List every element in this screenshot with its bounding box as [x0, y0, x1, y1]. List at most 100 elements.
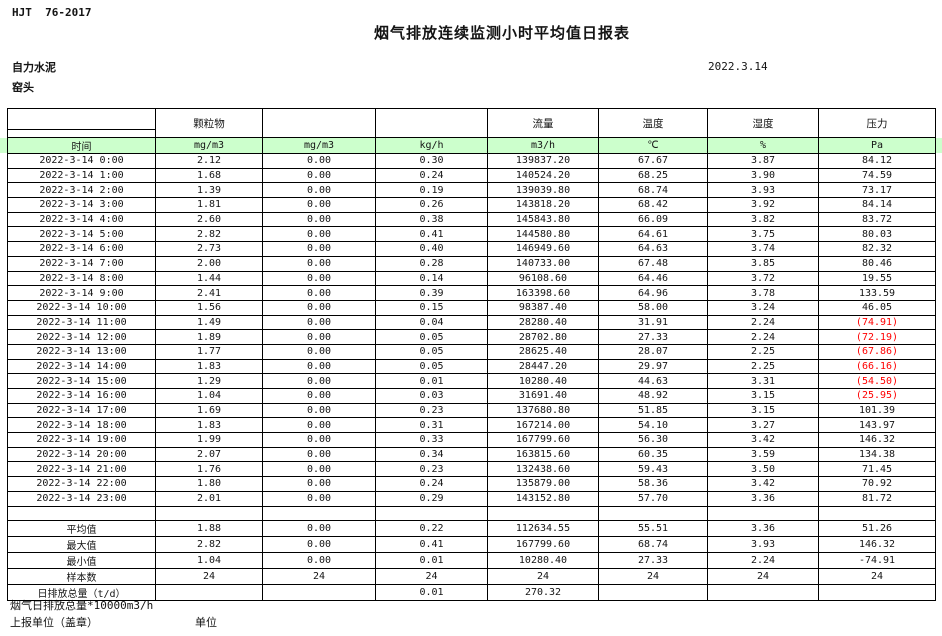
kgh-cell: 0.38	[375, 211, 488, 228]
col-header-blank-2	[375, 108, 488, 138]
kgh-cell: 0.03	[375, 388, 488, 404]
humidity-cell: 2.24	[707, 329, 819, 345]
pressure-cell: 101.39	[818, 402, 936, 419]
temperature-cell: 60.35	[598, 446, 708, 463]
header-blank-bottom	[7, 129, 156, 138]
table-row: 2022-3-14 18:00 1.83 0.00 0.31 167214.00…	[7, 417, 936, 434]
temperature-cell: 68.74	[598, 182, 708, 199]
flow-cell: 145843.80	[487, 211, 599, 228]
unit-pa: Pa	[818, 137, 936, 154]
pm-cell: 1.83	[155, 417, 263, 434]
pm2-cell: 0.00	[262, 270, 376, 287]
humidity-cell: 3.78	[707, 285, 819, 301]
pm2-cell: 0.00	[262, 373, 376, 389]
temperature-cell: 59.43	[598, 461, 708, 478]
pm-cell: 1.56	[155, 299, 263, 316]
temperature-cell: 57.70	[598, 490, 708, 507]
kgh-cell: 0.24	[375, 476, 488, 492]
pm2-cell: 0.00	[262, 314, 376, 331]
pressure-cell: 80.46	[818, 255, 936, 272]
table-row: 2022-3-14 14:00 1.83 0.00 0.05 28447.20 …	[7, 358, 936, 375]
humidity-cell: 3.15	[707, 402, 819, 419]
temperature-cell: 67.48	[598, 255, 708, 272]
time-cell: 2022-3-14 15:00	[7, 373, 156, 389]
pm2-cell: 0.00	[262, 329, 376, 345]
pm-cell: 2.01	[155, 490, 263, 507]
pm-cell: 1.49	[155, 314, 263, 331]
pm-cell: 1.69	[155, 402, 263, 419]
table-row: 2022-3-14 16:00 1.04 0.00 0.03 31691.40 …	[7, 388, 936, 404]
pressure-cell: 46.05	[818, 299, 936, 316]
unit-label: 单位	[195, 616, 217, 629]
temperature-cell: 29.97	[598, 358, 708, 375]
kgh-cell: 0.05	[375, 343, 488, 360]
humidity-cell: 3.85	[707, 255, 819, 272]
pm-cell: 1.29	[155, 373, 263, 389]
pm-cell: 1.04	[155, 388, 263, 404]
temperature-cell: 66.09	[598, 211, 708, 228]
pm2-cell: 0.00	[262, 388, 376, 404]
table-row: 2022-3-14 19:00 1.99 0.00 0.33 167799.60…	[7, 432, 936, 448]
kgh-cell: 0.04	[375, 314, 488, 331]
flow-cell: 31691.40	[487, 388, 599, 404]
temperature-cell: 27.33	[598, 329, 708, 345]
pressure-cell: 83.72	[818, 211, 936, 228]
humidity-cell: 3.90	[707, 167, 819, 184]
kgh-cell: 0.39	[375, 285, 488, 301]
flow-cell: 139837.20	[487, 153, 599, 169]
flow-cell: 167799.60	[487, 432, 599, 448]
kgh-cell: 0.23	[375, 461, 488, 478]
pressure-cell: 74.59	[818, 167, 936, 184]
total-emission-note: 烟气日排放总量*10000m3/h	[10, 599, 154, 612]
pm2-cell: 0.00	[262, 461, 376, 478]
table-row: 2022-3-14 20:00 2.07 0.00 0.34 163815.60…	[7, 446, 936, 463]
pm2-cell: 0.00	[262, 446, 376, 463]
pressure-cell: 84.12	[818, 153, 936, 169]
pm2-cell: 0.00	[262, 255, 376, 272]
flow-cell: 28625.40	[487, 343, 599, 360]
pm2-cell: 0.00	[262, 167, 376, 184]
unit-m3-h: m3/h	[487, 137, 599, 154]
time-cell: 2022-3-14 17:00	[7, 402, 156, 419]
time-cell: 2022-3-14 3:00	[7, 197, 156, 213]
kgh-cell: 0.33	[375, 432, 488, 448]
flow-cell: 28280.40	[487, 314, 599, 331]
time-cell: 2022-3-14 18:00	[7, 417, 156, 434]
table-row: 2022-3-14 1:00 1.68 0.00 0.24 140524.20 …	[7, 167, 936, 184]
summary-label: 最小值	[7, 551, 156, 569]
pm-cell: 2.41	[155, 285, 263, 301]
reporting-unit-label: 上报单位（盖章）	[10, 616, 98, 629]
kgh-cell: 0.41	[375, 226, 488, 243]
pressure-cell: (25.95)	[818, 388, 936, 404]
table-row: 2022-3-14 5:00 2.82 0.00 0.41 144580.80 …	[7, 226, 936, 243]
pm-cell: 1.80	[155, 476, 263, 492]
pm-cell: 1.68	[155, 167, 263, 184]
report-table: 颗粒物 流量 温度 湿度 压力 时间 mg/m3 mg/m3 kg/h m3/h…	[7, 108, 936, 601]
table-row: 2022-3-14 3:00 1.81 0.00 0.26 143818.20 …	[7, 197, 936, 213]
table-row: 2022-3-14 6:00 2.73 0.00 0.40 146949.60 …	[7, 241, 936, 257]
time-header: 时间	[7, 137, 156, 154]
flow-cell: 163398.60	[487, 285, 599, 301]
flow-cell: 146949.60	[487, 241, 599, 257]
flow-cell: 140524.20	[487, 167, 599, 184]
pm2-cell: 0.00	[262, 197, 376, 213]
flow-cell: 135879.00	[487, 476, 599, 492]
data-rows: 2022-3-14 0:00 2.12 0.00 0.30 139837.20 …	[7, 153, 936, 507]
pm-cell: 2.12	[155, 153, 263, 169]
kgh-cell: 0.28	[375, 255, 488, 272]
time-cell: 2022-3-14 23:00	[7, 490, 156, 507]
pm2-cell: 0.00	[262, 417, 376, 434]
pm-cell: 2.07	[155, 446, 263, 463]
table-row: 2022-3-14 17:00 1.69 0.00 0.23 137680.80…	[7, 402, 936, 419]
humidity-cell: 3.92	[707, 197, 819, 213]
temperature-cell: 64.46	[598, 270, 708, 287]
humidity-cell: 3.27	[707, 417, 819, 434]
humidity-cell: 3.31	[707, 373, 819, 389]
pm-cell: 1.89	[155, 329, 263, 345]
pressure-cell: (74.91)	[818, 314, 936, 331]
pressure-cell: 19.55	[818, 270, 936, 287]
kgh-cell: 0.24	[375, 167, 488, 184]
humidity-cell: 3.74	[707, 241, 819, 257]
table-row: 2022-3-14 21:00 1.76 0.00 0.23 132438.60…	[7, 461, 936, 478]
summary-label: 样本数	[7, 567, 156, 585]
